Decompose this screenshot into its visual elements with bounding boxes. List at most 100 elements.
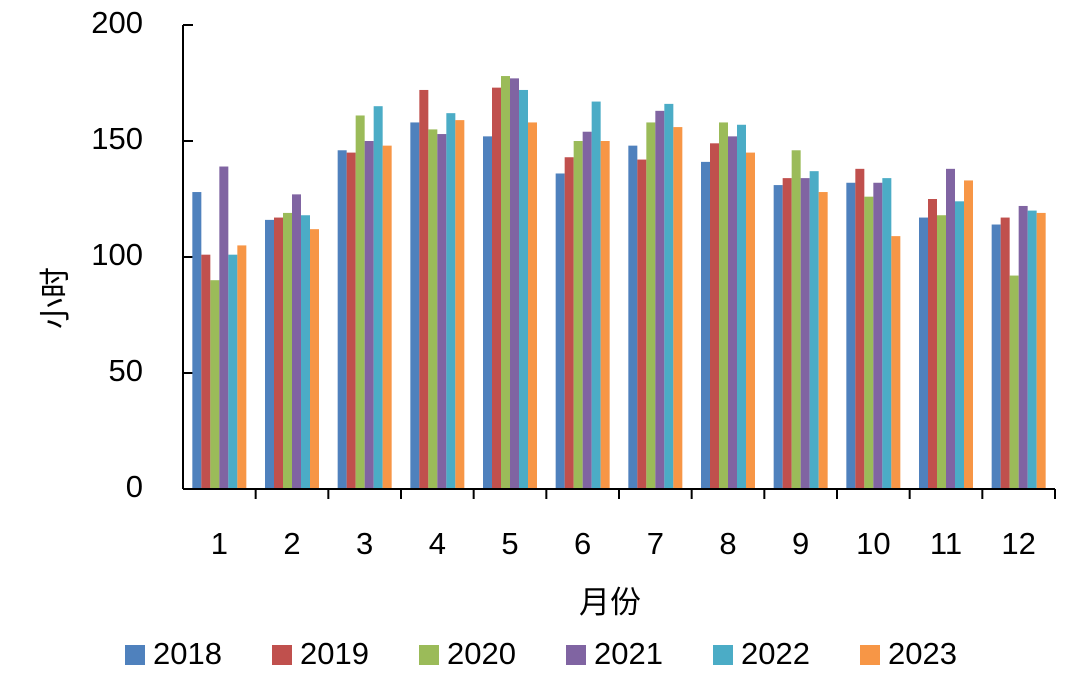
bar — [555, 173, 565, 490]
bar — [446, 113, 456, 489]
bar — [891, 236, 901, 489]
bar — [228, 254, 238, 489]
bar — [946, 168, 955, 489]
legend-label: 2019 — [300, 636, 369, 671]
bar — [501, 76, 510, 489]
bar — [428, 129, 438, 489]
bar — [301, 215, 310, 490]
bar — [201, 254, 211, 489]
bar — [637, 159, 647, 489]
bar — [237, 245, 247, 489]
bar — [773, 185, 783, 489]
bar — [873, 182, 883, 489]
bar — [274, 217, 283, 489]
legend-label: 2021 — [594, 636, 663, 671]
bar — [855, 168, 865, 489]
x-tick-label: 1 — [211, 526, 228, 561]
bar — [746, 152, 755, 489]
bar — [210, 280, 220, 489]
bar — [628, 145, 638, 489]
bar — [373, 106, 383, 489]
legend-swatch — [125, 645, 145, 665]
bar — [646, 122, 656, 489]
legend-swatch — [713, 645, 733, 665]
bar — [846, 182, 856, 489]
bar — [664, 103, 674, 489]
bar — [964, 180, 973, 489]
y-axis-label: 小时 — [38, 267, 73, 329]
bar — [437, 134, 447, 490]
bar — [737, 124, 746, 489]
bar — [310, 229, 319, 489]
bar — [265, 219, 274, 489]
bar — [728, 136, 737, 490]
bar — [864, 196, 874, 489]
y-tick-label: 0 — [126, 469, 143, 504]
bar — [382, 145, 392, 489]
bar — [410, 122, 420, 489]
bar — [219, 166, 229, 489]
bar — [510, 78, 519, 490]
bar — [719, 122, 728, 489]
bar — [919, 217, 928, 489]
bar — [528, 122, 537, 489]
y-tick-label: 50 — [109, 353, 143, 388]
bar — [337, 150, 347, 489]
bar — [710, 143, 719, 489]
legend-label: 2022 — [741, 636, 810, 671]
bar — [782, 178, 792, 489]
x-tick-label: 8 — [719, 526, 736, 561]
bar — [1027, 210, 1037, 489]
bar — [1018, 205, 1028, 489]
bar — [701, 161, 710, 489]
legend-label: 2020 — [447, 636, 516, 671]
bar — [1009, 275, 1019, 489]
x-tick-label: 5 — [501, 526, 518, 561]
legend-swatch — [272, 645, 292, 665]
legend-swatch — [860, 645, 880, 665]
bar — [283, 212, 292, 490]
bar — [483, 136, 492, 490]
bar — [519, 89, 528, 490]
bar — [991, 224, 1001, 489]
x-tick-label: 10 — [856, 526, 890, 561]
bar — [492, 87, 501, 489]
bar — [791, 150, 801, 489]
bar — [355, 115, 365, 489]
x-axis-label: 月份 — [579, 585, 641, 620]
legend-swatch — [566, 645, 586, 665]
bar — [419, 89, 429, 490]
bar — [192, 192, 202, 490]
bar — [928, 199, 937, 489]
x-tick-label: 4 — [429, 526, 446, 561]
x-tick-label: 7 — [647, 526, 664, 561]
bar — [955, 201, 964, 489]
bar — [1036, 212, 1046, 490]
legend-label: 2023 — [888, 636, 957, 671]
x-tick-label: 11 — [930, 526, 962, 561]
bar — [346, 152, 356, 489]
bar — [292, 194, 301, 490]
legend-swatch — [419, 645, 439, 665]
bar — [1000, 217, 1010, 489]
x-tick-label: 6 — [574, 526, 591, 561]
y-tick-label: 150 — [91, 121, 143, 156]
bar — [600, 141, 610, 489]
bar — [809, 171, 819, 489]
bar — [582, 131, 592, 489]
bar — [818, 192, 828, 490]
bar — [591, 101, 601, 489]
y-tick-label: 200 — [91, 5, 143, 40]
bar — [455, 120, 465, 490]
x-tick-label: 12 — [1001, 526, 1035, 561]
x-tick-label: 9 — [792, 526, 809, 561]
bar — [673, 127, 683, 489]
bar — [364, 141, 374, 489]
x-tick-label: 2 — [283, 526, 300, 561]
bar — [655, 110, 665, 489]
x-tick-label: 3 — [356, 526, 373, 561]
y-tick-label: 100 — [91, 237, 143, 272]
legend-label: 2018 — [153, 636, 222, 671]
bar — [937, 215, 946, 490]
